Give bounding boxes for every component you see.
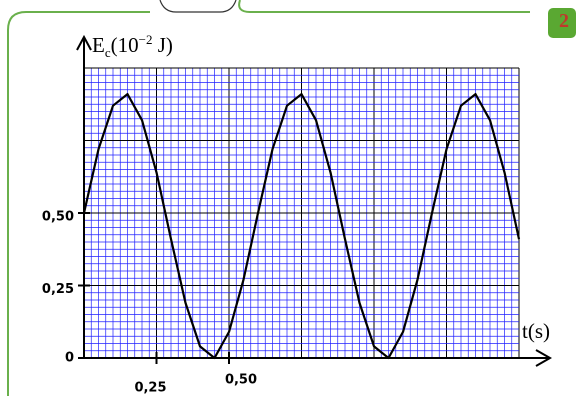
y-tick-label: 0,50 — [42, 210, 74, 225]
y-label-part: c — [105, 45, 111, 60]
x-tick-label: 0,25 — [134, 381, 166, 396]
badge: 2 — [559, 10, 569, 32]
y-label-part: E — [92, 33, 105, 57]
y-label-part: J) — [152, 33, 172, 57]
grid — [83, 67, 520, 359]
frame-top — [159, 0, 237, 13]
y-label-part: −2 — [139, 32, 153, 47]
y-tick-label: 0,25 — [42, 282, 74, 297]
badge-box — [548, 8, 576, 38]
y-label-part: (10 — [111, 33, 139, 57]
line-series — [82, 93, 521, 360]
x-tick-label: 0,50 — [225, 373, 257, 388]
y-arrow — [76, 34, 92, 51]
plot — [82, 93, 521, 360]
x-axis-label: t(s) — [522, 319, 550, 343]
frame — [7, 0, 530, 396]
y-axis-label: Ec(10−2 J) — [92, 32, 173, 60]
x-arrow — [535, 349, 553, 367]
y-tick-label: 0 — [65, 351, 74, 366]
